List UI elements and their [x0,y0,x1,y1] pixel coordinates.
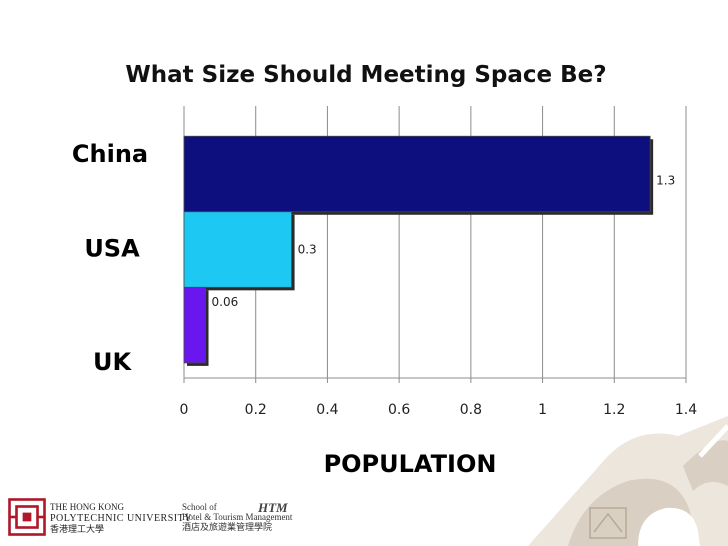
polyu-line3: 香港理工大學 [50,524,105,534]
x-tick-label: 0.6 [388,402,410,418]
bar-china [183,135,651,213]
decorative-corner-graphic-icon [528,416,728,546]
chart-title: What Size Should Meeting Space Be? [125,62,606,88]
bars [183,135,654,366]
data-label-china: 1.3 [656,174,675,188]
x-tick-label: 0.4 [316,402,338,418]
category-label-uk: UK [93,348,132,376]
polyu-line1: THE HONG KONG [50,502,124,512]
x-tick-label: 0.8 [460,402,482,418]
polyu-logo-icon [8,498,46,536]
school-name: School of Hotel & Tourism Management 酒店及… [182,502,292,532]
x-tick-label: 0 [180,402,189,418]
polyu-line2: POLYTECHNIC UNIVERSITY [50,513,192,524]
x-tick-labels: 0 0.2 0.4 0.6 0.8 1 1.2 1.4 [180,402,698,418]
x-axis-title: POPULATION [324,450,497,478]
data-label-uk: 0.06 [212,295,239,309]
data-label-usa: 0.3 [298,242,317,256]
bar-uk [183,286,206,364]
category-labels: China USA UK [72,140,148,376]
x-tick-label: 1 [538,402,547,418]
htm-brand-logo: HTM [258,500,288,515]
category-label-china: China [72,140,148,168]
data-labels: 1.3 0.3 0.06 [212,174,676,310]
school-line2: Hotel & Tourism Management [182,512,293,522]
x-tick-label: 1.2 [603,402,625,418]
school-line1: School of [182,502,217,512]
polyu-name: THE HONG KONG POLYTECHNIC UNIVERSITY 香港理… [50,502,192,535]
school-line3: 酒店及旅遊業管理學院 [182,522,273,532]
category-label-usa: USA [84,235,140,263]
x-tick-label: 0.2 [245,402,267,418]
bar-usa [183,211,292,288]
x-tick-label: 1.4 [675,402,697,418]
